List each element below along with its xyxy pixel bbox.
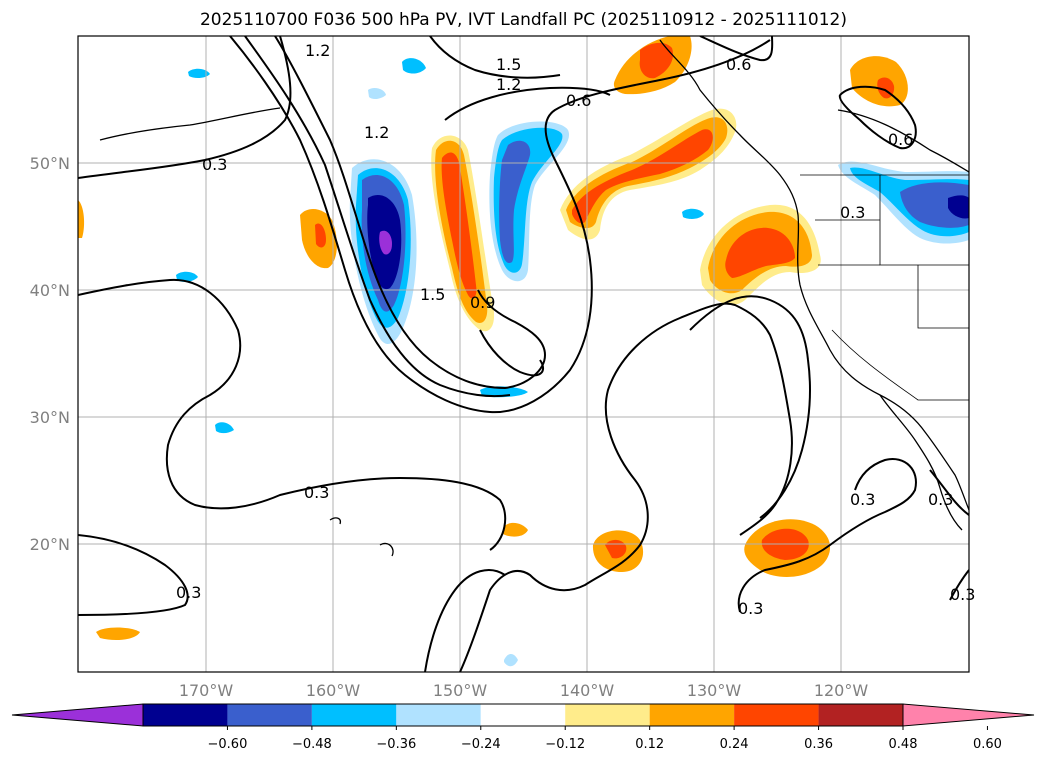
colorbar-swatch (227, 704, 312, 726)
pos-blob-d (96, 627, 140, 640)
plot-frame (77, 35, 970, 673)
state-borders (800, 174, 969, 401)
colorbar-tick-label: −0.48 (292, 737, 332, 752)
neg-anomaly-east-3 (499, 140, 531, 264)
contour-labels: 1.2 1.5 1.2 0.6 0.6 0.3 1.2 1.5 0.9 0.6 … (176, 41, 975, 618)
contour-label: 1.2 (364, 123, 389, 142)
colorbar-tick-label: 0.48 (889, 737, 918, 752)
contour-label: 1.5 (496, 55, 521, 74)
contour-label: 1.2 (305, 41, 330, 60)
lat-tick-label: 40°N (30, 281, 70, 300)
lat-tick-label: 30°N (30, 408, 70, 427)
map-title: 2025110700 F036 500 hPa PV, IVT Landfall… (199, 10, 847, 30)
neg-blob-g (402, 58, 426, 74)
colorbar-tick-label: 0.60 (973, 737, 1002, 752)
lat-tick-label: 50°N (30, 154, 70, 173)
contour-label: 0.3 (738, 599, 763, 618)
neg-blob-b (682, 208, 704, 219)
neg-blob-c (188, 68, 210, 79)
latitude-axis: 50°N 40°N 30°N 20°N (30, 154, 70, 554)
colorbar-extend-low (11, 703, 144, 727)
colorbar-swatch (649, 704, 735, 726)
colorbar-tick-label: −0.24 (461, 737, 501, 752)
neg-anomaly-inland-3 (900, 182, 969, 228)
lon-tick-label: 160°W (306, 681, 361, 700)
colorbar-tick-label: −0.12 (545, 737, 585, 752)
colorbar-swatch (143, 704, 228, 726)
colorbar-tick-label: 0.12 (635, 737, 664, 752)
pos-anomaly-coast-3 (725, 227, 795, 278)
lon-tick-label: 170°W (179, 681, 234, 700)
contour-label: 0.3 (202, 155, 227, 174)
neg-blob-f (215, 422, 234, 434)
pv-contours (78, 36, 969, 672)
contour-label: 0.6 (726, 55, 751, 74)
lon-tick-label: 140°W (560, 681, 615, 700)
gridlines (78, 36, 969, 672)
colorbar-frame (142, 703, 904, 727)
colorbar-swatch (565, 704, 650, 726)
longitude-axis: 170°W 160°W 150°W 140°W 130°W 120°W (179, 681, 869, 700)
neg-blob-h (504, 654, 518, 667)
colorbar-extend-high (902, 703, 1035, 727)
contour-label: 0.9 (470, 293, 495, 312)
colorbar-swatch (480, 704, 566, 726)
neg-blob-d (368, 87, 386, 100)
pos-anomaly-ridge-3 (441, 152, 477, 299)
contour-label: 0.6 (888, 130, 913, 149)
pos-anomaly-north-3 (572, 129, 713, 224)
contour-label: 0.3 (176, 583, 201, 602)
neg-blob-a (480, 386, 528, 398)
colorbar-swatch (734, 704, 819, 726)
contour-label: 0.3 (850, 490, 875, 509)
contour-label: 0.3 (928, 490, 953, 509)
contour-label: 0.3 (304, 483, 329, 502)
lon-tick-label: 130°W (687, 681, 742, 700)
colorbar-swatch (396, 704, 481, 726)
neg-anomaly-inland-4 (948, 195, 969, 219)
contour-label: 1.5 (420, 285, 445, 304)
contour-label: 0.6 (566, 91, 591, 110)
pos-blob-f (78, 200, 85, 238)
colorbar-tick-label: 0.24 (720, 737, 749, 752)
lon-tick-label: 150°W (433, 681, 488, 700)
lat-tick-label: 20°N (30, 535, 70, 554)
neg-anomaly-west-5 (379, 230, 392, 255)
filled-anomaly-layer (78, 36, 969, 667)
pos-anomaly-gulf-2 (639, 42, 674, 79)
colorbar-tick-label: −0.36 (376, 737, 416, 752)
colorbar-tick-label: 0.36 (804, 737, 833, 752)
contour-label: 1.2 (496, 75, 521, 94)
pos-blob-e (503, 522, 528, 537)
colorbar-tick-label: −0.60 (208, 737, 248, 752)
colorbar-swatch (818, 704, 903, 726)
contour-label: 0.3 (840, 203, 865, 222)
coastlines (99, 39, 969, 557)
lon-tick-label: 120°W (814, 681, 869, 700)
colorbar: −0.60 −0.48 −0.36 −0.24 −0.12 0.12 0.24 0.36 0.4… (11, 703, 1035, 752)
colorbar-swatch (311, 704, 397, 726)
pos-blob-a-2 (315, 223, 326, 248)
contour-label: 0.3 (950, 585, 975, 604)
